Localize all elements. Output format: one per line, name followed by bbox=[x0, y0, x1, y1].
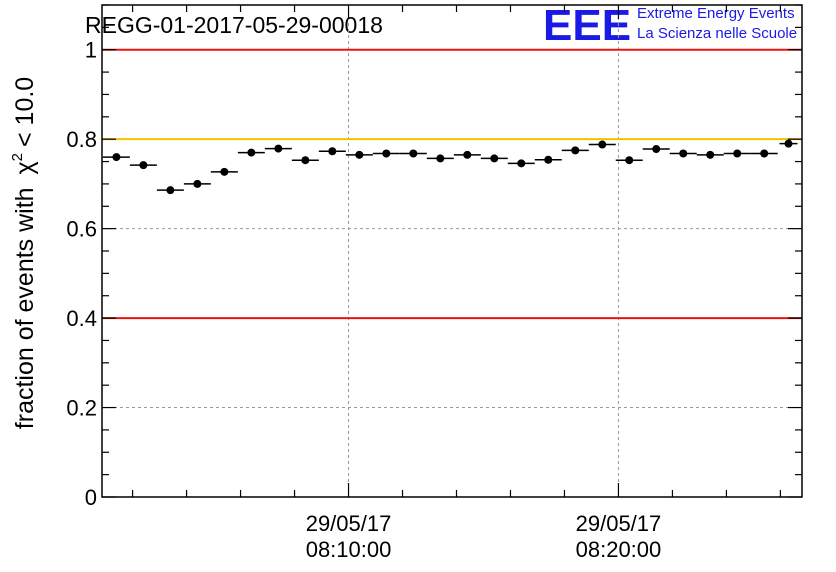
data-point bbox=[463, 150, 472, 159]
data-point bbox=[517, 159, 526, 168]
y-tick-labels: 0 0.2 0.4 0.6 0.8 1 bbox=[66, 38, 97, 510]
y-tick-label: 1 bbox=[85, 38, 97, 63]
data-point bbox=[328, 147, 337, 156]
data-point bbox=[679, 149, 688, 158]
y-axis-label-symbol: χ bbox=[11, 161, 39, 174]
logo-line1: Extreme Energy Events bbox=[637, 5, 795, 22]
data-point bbox=[571, 146, 580, 155]
data-point bbox=[784, 139, 793, 148]
data-point bbox=[301, 156, 310, 165]
chart-title: REGG-01-2017-05-29-00018 bbox=[85, 12, 383, 38]
data-point bbox=[139, 161, 148, 170]
y-axis-label-prefix: fraction of events with bbox=[11, 187, 39, 429]
data-point bbox=[247, 148, 256, 157]
x-tick-label-time: 08:20:00 bbox=[576, 537, 662, 562]
data-point bbox=[274, 144, 283, 153]
data-point bbox=[409, 149, 418, 158]
data-point bbox=[193, 179, 202, 188]
grid-layer bbox=[102, 5, 802, 497]
eee-logo: EEE Extreme Energy Events La Scienza nel… bbox=[543, 1, 797, 50]
x-tick-label-date: 29/05/17 bbox=[576, 511, 662, 536]
y-tick-label: 0 bbox=[85, 485, 97, 510]
y-tick-label: 0.2 bbox=[66, 396, 97, 421]
y-tick-label: 0.8 bbox=[66, 127, 97, 152]
data-point bbox=[706, 150, 715, 159]
data-point bbox=[220, 167, 229, 176]
plot-frame bbox=[101, 4, 803, 498]
y-tick-label: 0.4 bbox=[66, 306, 97, 331]
data-points bbox=[102, 139, 798, 195]
data-point bbox=[436, 154, 445, 163]
data-point bbox=[625, 156, 634, 165]
x-tick-label-date: 29/05/17 bbox=[306, 511, 392, 536]
logo-acronym: EEE bbox=[543, 1, 631, 50]
data-point bbox=[355, 150, 364, 159]
data-point bbox=[652, 145, 661, 154]
x-tick-label-time: 08:10:00 bbox=[306, 537, 392, 562]
y-tick-label: 0.6 bbox=[66, 217, 97, 242]
reference-lines bbox=[102, 48, 802, 320]
data-point bbox=[490, 154, 499, 163]
y-axis-label-sup: 2 bbox=[9, 153, 26, 161]
data-point bbox=[598, 140, 607, 149]
data-point bbox=[112, 153, 121, 162]
data-point bbox=[544, 155, 553, 164]
data-point bbox=[166, 186, 175, 195]
data-point bbox=[733, 149, 742, 158]
data-point bbox=[760, 149, 769, 158]
logo-line2: La Scienza nelle Scuole bbox=[637, 25, 797, 42]
y-axis-label: fraction of events with χ2 < 10.0 bbox=[9, 77, 39, 429]
y-axis-label-suffix: < 10.0 bbox=[11, 77, 39, 147]
data-point bbox=[382, 149, 391, 158]
axes bbox=[101, 4, 803, 498]
